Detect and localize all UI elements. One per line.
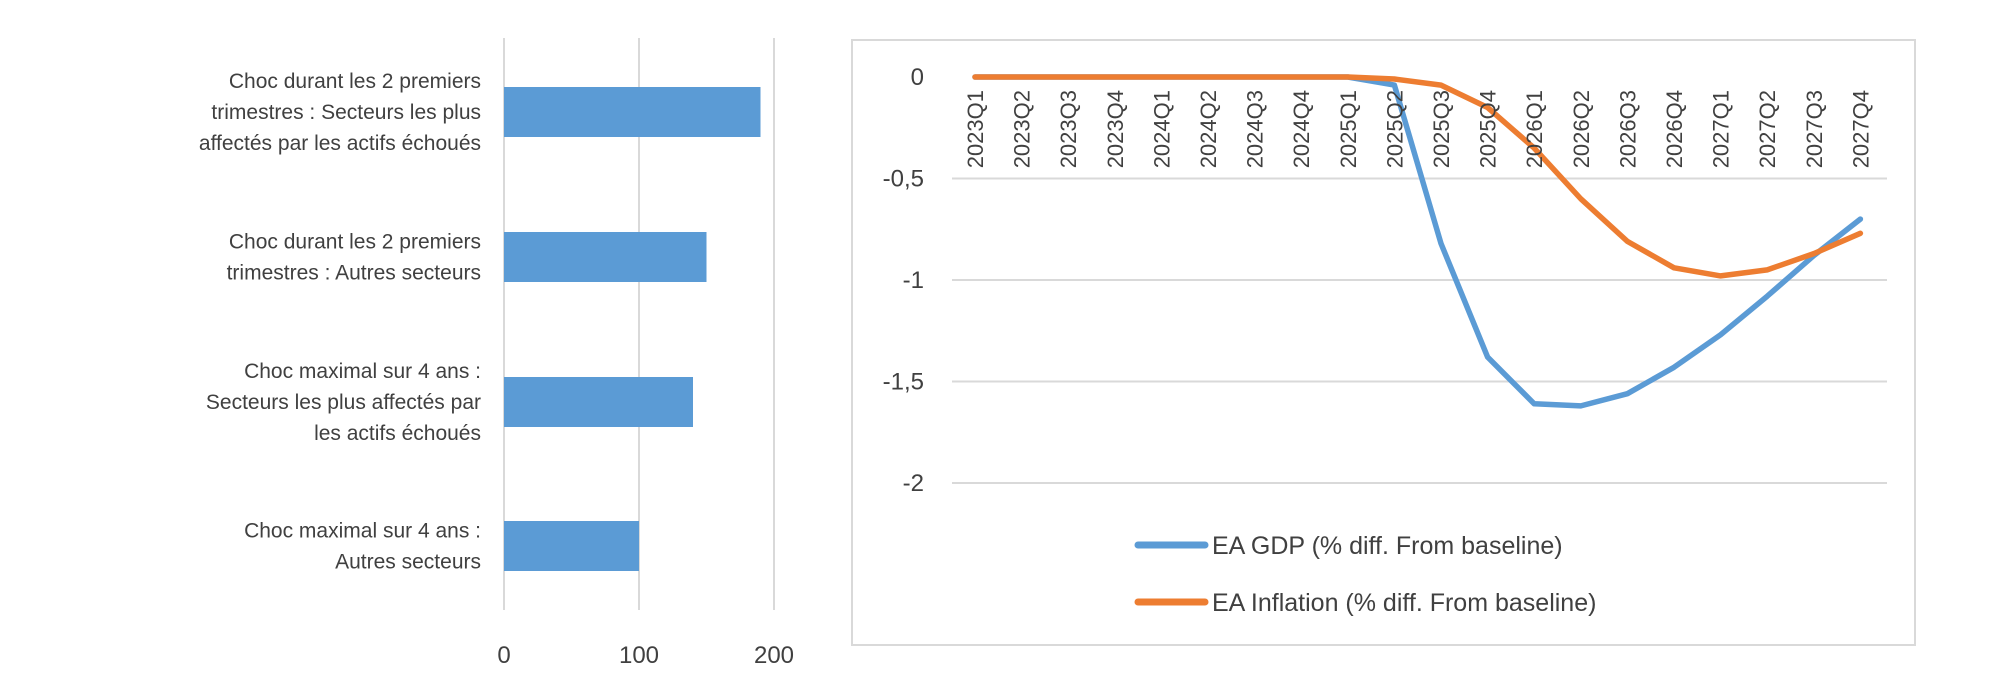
- line-x-category-label: 2023Q1: [963, 90, 988, 168]
- line-x-category-label: 2026Q1: [1522, 90, 1547, 168]
- line-y-tick-label: -1: [903, 267, 924, 294]
- line-y-tick-label: -0,5: [883, 166, 924, 193]
- line-chart: 0 -0,5 -1 -1,5 -2 2023Q1 2023Q2 2023Q3 2023Q4 202…: [883, 64, 1887, 617]
- bar-rect: [504, 232, 707, 282]
- line-y-tick-label: -1,5: [883, 369, 924, 396]
- bar-rect: [504, 521, 639, 571]
- line-x-category-label: 2025Q1: [1336, 90, 1361, 168]
- bar-category-label: les actifs échoués: [314, 422, 481, 445]
- line-x-category-label: 2025Q3: [1429, 90, 1454, 168]
- bar-category-label: Choc durant les 2 premiers: [229, 70, 481, 93]
- bar-category-label: Secteurs les plus affectés par: [206, 391, 481, 414]
- bar-category-label: Choc maximal sur 4 ans :: [244, 520, 481, 543]
- line-x-category-label: 2024Q3: [1243, 90, 1268, 168]
- line-y-tick-label: 0: [911, 64, 924, 91]
- line-x-category-label: 2026Q3: [1615, 90, 1640, 168]
- line-series-1: [972, 74, 1864, 279]
- bar-category-label: trimestres : Secteurs les plus: [211, 101, 481, 124]
- line-x-category-label: 2025Q2: [1382, 90, 1407, 168]
- bar-category-label: Choc durant les 2 premiers: [229, 231, 481, 254]
- bar-rect: [504, 377, 693, 427]
- line-chart-frame: [851, 39, 1916, 646]
- line-x-category-label: 2027Q1: [1709, 90, 1734, 168]
- legend-label: EA Inflation (% diff. From baseline): [1212, 589, 1596, 617]
- bar-category-label: Choc maximal sur 4 ans :: [244, 360, 481, 383]
- line-x-category-label: 2024Q1: [1149, 90, 1174, 168]
- bar-x-tick-label: 200: [754, 642, 794, 669]
- legend-label: EA GDP (% diff. From baseline): [1212, 532, 1563, 560]
- bar-x-tick-label: 100: [619, 642, 659, 669]
- line-x-category-label: 2027Q3: [1802, 90, 1827, 168]
- bar-category-label: trimestres : Autres secteurs: [227, 262, 481, 285]
- line-x-category-label: 2027Q4: [1848, 90, 1873, 168]
- line-x-category-label: 2023Q4: [1103, 90, 1128, 168]
- line-y-tick-label: -2: [903, 470, 924, 497]
- bar-chart: Choc durant les 2 premiers trimestres : S…: [199, 38, 794, 669]
- line-x-category-label: 2023Q3: [1056, 90, 1081, 168]
- bar-rect: [504, 87, 761, 137]
- bar-category-label: affectés par les actifs échoués: [199, 132, 481, 155]
- line-x-category-label: 2025Q4: [1476, 90, 1501, 168]
- line-x-category-label: 2024Q2: [1196, 90, 1221, 168]
- line-x-category-label: 2024Q4: [1289, 90, 1314, 168]
- line-x-category-label: 2023Q2: [1010, 90, 1035, 168]
- line-x-category-label: 2026Q4: [1662, 90, 1687, 168]
- bar-x-tick-label: 0: [497, 642, 510, 669]
- line-x-category-label: 2026Q2: [1569, 90, 1594, 168]
- bar-category-label: Autres secteurs: [335, 551, 481, 574]
- line-x-category-label: 2027Q2: [1755, 90, 1780, 168]
